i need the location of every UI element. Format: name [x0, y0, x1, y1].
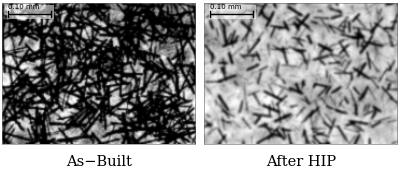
Text: 0.10 mm: 0.10 mm [210, 4, 242, 10]
Text: 0.10 mm: 0.10 mm [8, 4, 40, 10]
Bar [209, 5, 256, 19]
Text: After HIP: After HIP [266, 155, 336, 169]
Text: As−Built: As−Built [66, 155, 132, 169]
Bar [7, 5, 54, 19]
